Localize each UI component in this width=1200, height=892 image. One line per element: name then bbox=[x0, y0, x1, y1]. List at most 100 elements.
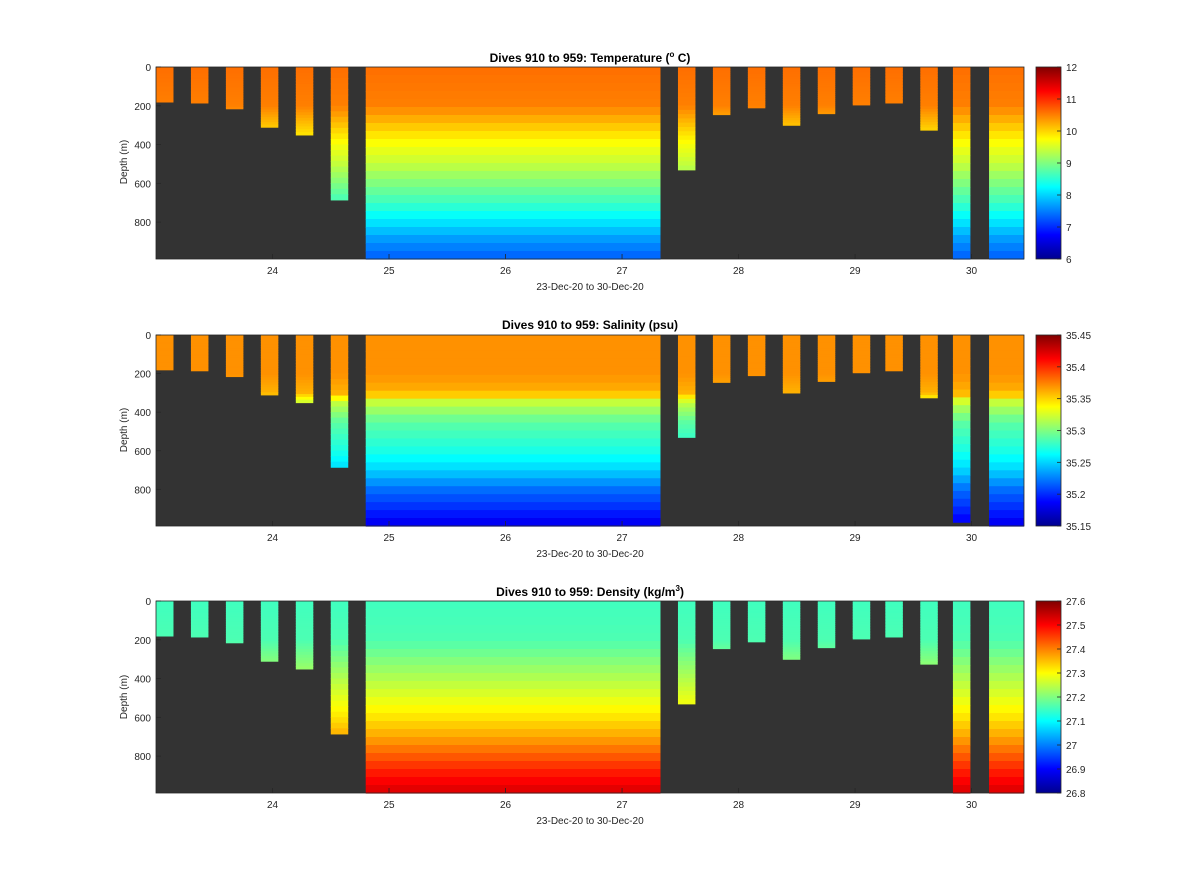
profile-cell bbox=[952, 761, 971, 770]
profile-cell bbox=[330, 155, 349, 162]
profile-cell bbox=[260, 344, 279, 349]
profile-cell bbox=[989, 406, 1024, 416]
profile-cell bbox=[712, 68, 731, 72]
profile-cell bbox=[989, 737, 1024, 746]
profile-cell bbox=[852, 100, 871, 103]
profile-cell bbox=[885, 367, 903, 370]
profile-cell bbox=[330, 706, 349, 713]
profile-cell bbox=[712, 378, 731, 381]
profile-cell bbox=[782, 380, 801, 384]
profile-cell bbox=[747, 343, 766, 346]
profile-cell bbox=[156, 71, 174, 74]
profile-column bbox=[989, 67, 1024, 260]
profile-cell bbox=[365, 641, 661, 650]
profile-cell bbox=[747, 68, 766, 71]
profile-cell bbox=[156, 87, 174, 90]
profile-cell bbox=[365, 91, 661, 100]
profile-cell bbox=[295, 637, 314, 642]
profile-cell bbox=[260, 97, 279, 101]
profile-cell bbox=[852, 339, 871, 342]
profile-cell bbox=[295, 120, 314, 125]
profile-cell bbox=[852, 90, 871, 93]
profile-cell bbox=[852, 612, 871, 615]
profile-cell bbox=[989, 753, 1024, 762]
profile-cell bbox=[225, 94, 244, 98]
profile-cell bbox=[782, 91, 801, 95]
profile-cell bbox=[852, 363, 871, 366]
profile-cell bbox=[330, 684, 349, 691]
profile-cell bbox=[920, 379, 938, 383]
profile-cell bbox=[885, 68, 903, 71]
profile-cell bbox=[712, 630, 731, 634]
profile-cell bbox=[885, 630, 903, 633]
profile-cell bbox=[330, 351, 349, 358]
profile-cell bbox=[989, 470, 1024, 479]
profile-cell bbox=[677, 669, 696, 675]
profile-cell bbox=[712, 612, 731, 616]
profile-cell bbox=[190, 69, 209, 73]
profile-column bbox=[712, 67, 731, 116]
profile-cell bbox=[885, 92, 903, 95]
profile-cell bbox=[677, 84, 696, 90]
profile-cell bbox=[225, 86, 244, 89]
profile-cell bbox=[989, 235, 1024, 244]
profile-cell bbox=[330, 94, 349, 101]
profile-cell bbox=[330, 678, 349, 685]
profile-cell bbox=[712, 634, 731, 638]
profile-cell bbox=[989, 681, 1024, 690]
profile-cell bbox=[365, 235, 661, 244]
profile-cell bbox=[712, 374, 731, 377]
profile-cell bbox=[330, 667, 349, 674]
profile-cell bbox=[747, 640, 766, 643]
profile-cell bbox=[852, 338, 871, 341]
profile-cell bbox=[330, 111, 349, 118]
profile-cell bbox=[295, 129, 314, 133]
profile-cell bbox=[852, 626, 871, 629]
profile-cell bbox=[817, 94, 836, 97]
profile-cell bbox=[989, 366, 1024, 376]
profile-cell bbox=[190, 620, 209, 623]
profile-cell bbox=[952, 721, 971, 730]
profile-cell bbox=[330, 450, 349, 457]
profile-cell bbox=[295, 609, 314, 613]
profile-cell bbox=[989, 697, 1024, 706]
profile-cell bbox=[295, 626, 314, 630]
profile-column bbox=[989, 601, 1024, 794]
profile-cell bbox=[920, 627, 938, 631]
profile-cell bbox=[225, 634, 244, 637]
profile-cell bbox=[190, 96, 209, 99]
profile-cell bbox=[677, 394, 696, 400]
profile-cell bbox=[747, 617, 766, 621]
profile-cell bbox=[885, 93, 903, 97]
profile-cell bbox=[260, 339, 279, 344]
profile-cell bbox=[885, 346, 903, 349]
profile-cell bbox=[920, 614, 938, 618]
profile-cell bbox=[677, 152, 696, 158]
colorbar-tick-label: 27.3 bbox=[1066, 669, 1086, 680]
profile-cell bbox=[365, 390, 661, 400]
profile-cell bbox=[225, 347, 244, 350]
profile-cell bbox=[747, 372, 766, 375]
profile-cell bbox=[817, 616, 836, 620]
profile-column bbox=[747, 601, 766, 643]
profile-cell bbox=[225, 606, 244, 609]
colorbar-tick-label: 27 bbox=[1066, 741, 1078, 752]
profile-cell bbox=[852, 96, 871, 100]
profile-cell bbox=[712, 626, 731, 630]
profile-cell bbox=[989, 689, 1024, 698]
profile-cell bbox=[365, 617, 661, 626]
profile-cell bbox=[952, 251, 971, 260]
profile-cell bbox=[782, 378, 801, 382]
profile-cell bbox=[225, 609, 244, 613]
profile-cell bbox=[712, 638, 731, 642]
profile-cell bbox=[295, 100, 314, 105]
profile-cell bbox=[156, 80, 174, 83]
profile-cell bbox=[365, 131, 661, 140]
profile-cell bbox=[817, 379, 836, 382]
profile-cell bbox=[782, 656, 801, 660]
profile-cell bbox=[952, 490, 971, 500]
profile-cell bbox=[156, 67, 174, 70]
profile-cell bbox=[330, 672, 349, 680]
profile-cell bbox=[677, 695, 696, 701]
profile-cell bbox=[295, 109, 314, 113]
